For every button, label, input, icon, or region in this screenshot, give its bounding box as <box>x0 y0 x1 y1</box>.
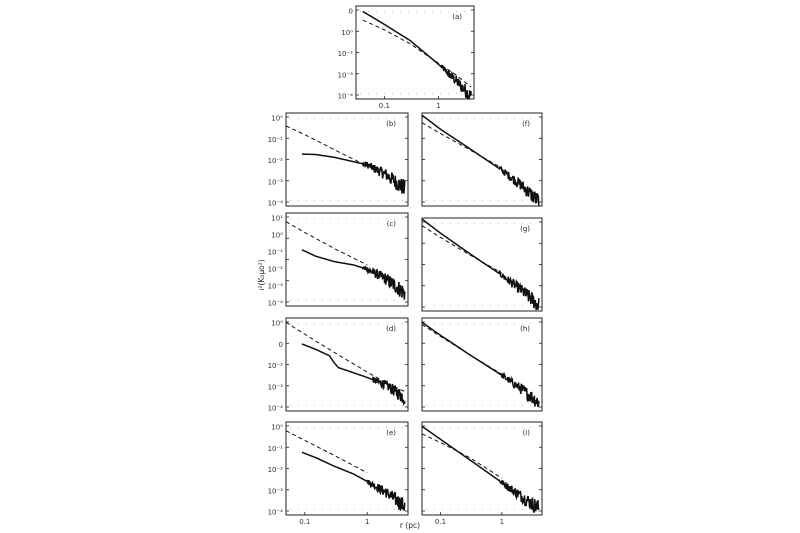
y-tick-label: 10⁻³ <box>268 383 284 391</box>
x-tick-label: 0.1 <box>379 102 390 110</box>
panel-label: (i) <box>523 429 531 437</box>
panel-label: (a) <box>452 13 462 21</box>
panel-b: 10⁰ 10⁻¹ 10⁻² 10⁻³ 10⁻⁴ (b) <box>268 112 409 208</box>
y-tick-label: 10⁻¹ <box>268 136 284 144</box>
y-tick-label: 10⁻² <box>268 266 284 274</box>
y-tick-label: 10⁰ <box>271 320 283 328</box>
series-solid-line <box>301 451 406 511</box>
series-solid-line <box>301 249 406 300</box>
panel-e: 10⁰ 10⁻¹ 10⁻² 10⁻³ 10⁻⁴ 0.1 1 (e) <box>268 421 409 526</box>
y-tick-label: 10⁻⁴ <box>268 200 284 208</box>
y-tick-label: 10⁻⁴ <box>268 300 284 308</box>
panel-label: (f) <box>522 120 530 128</box>
series-dashed-line <box>421 225 503 274</box>
y-tick-label: 10⁻³ <box>268 487 284 495</box>
series-dashed-line <box>421 122 503 169</box>
y-tick-label: 10⁻¹ <box>268 445 284 453</box>
series-solid-line <box>421 218 540 311</box>
y-tick-label: 10⁰ <box>341 29 353 37</box>
series-dashed-line <box>285 221 368 266</box>
y-tick-label: 10⁻² <box>268 466 284 474</box>
series-dashed-line <box>421 433 503 479</box>
series-dashed-line <box>285 125 368 167</box>
series-solid-line <box>421 425 540 513</box>
y-tick-label: 10⁻² <box>268 157 284 165</box>
x-tick-label: 0.1 <box>299 518 310 526</box>
series-dashed-line <box>421 324 503 375</box>
y-tick-label: 10⁰ <box>271 232 283 240</box>
y-tick-label: 10⁻⁴ <box>338 93 354 101</box>
x-tick-label: 0.1 <box>435 518 446 526</box>
panel-label: (d) <box>386 325 396 333</box>
panel-h: (h) <box>421 317 543 412</box>
panel-label: (c) <box>387 220 397 228</box>
panel-g: (g) <box>421 217 543 312</box>
y-tick-label: 10⁻² <box>268 362 284 370</box>
panel-c: 10¹ 10⁰ 10⁻¹ 10⁻² 10⁻³ 10⁻⁴ (c) <box>268 212 409 308</box>
y-tick-label: 10⁻² <box>338 50 354 58</box>
y-tick-label: 10⁻³ <box>268 283 284 291</box>
y-tick-label: 10⁻¹ <box>268 249 284 257</box>
y-tick-label: 10⁻³ <box>338 71 354 79</box>
series-dashed-line <box>362 19 472 88</box>
panel-d: 10⁰ 0 10⁻² 10⁻³ 10⁻⁴ (d) <box>268 317 409 413</box>
y-tick-label: 0 <box>279 341 283 349</box>
panel-f: (f) <box>421 112 543 207</box>
y-tick-label: 10⁻⁴ <box>268 509 284 517</box>
y-tick-label: 10⁰ <box>271 115 283 123</box>
series-solid-line <box>421 321 540 408</box>
figure-x-axis-label: r (pc) <box>400 521 420 530</box>
y-tick-label: 10⁻³ <box>268 178 284 186</box>
series-solid-line <box>301 153 406 194</box>
x-tick-label: 1 <box>365 518 369 526</box>
y-tick-label: 0 <box>349 8 353 16</box>
series-solid-line <box>421 114 540 207</box>
x-tick-label: 1 <box>500 518 504 526</box>
series-solid-line <box>362 10 472 100</box>
series-solid-line <box>301 343 406 407</box>
panel-label: (g) <box>520 225 530 233</box>
y-tick-label: 10⁰ <box>271 424 283 432</box>
y-tick-label: 10¹ <box>271 215 283 223</box>
panel-a: 0 10⁰ 10⁻² 10⁻³ 10⁻⁴ 0.1 1 (a) <box>338 5 475 110</box>
series-dashed-line <box>285 430 368 474</box>
figure-y-axis-label: ı²(K₀μo²) <box>257 259 266 290</box>
panel-i: 0.1 1 (i) <box>421 421 543 526</box>
panel-label: (h) <box>520 325 530 333</box>
y-tick-label: 10⁻⁴ <box>268 405 284 413</box>
x-tick-label: 1 <box>436 102 440 110</box>
panel-label: (b) <box>386 120 396 128</box>
series-dashed-line <box>285 321 405 392</box>
panel-label: (e) <box>386 429 396 437</box>
